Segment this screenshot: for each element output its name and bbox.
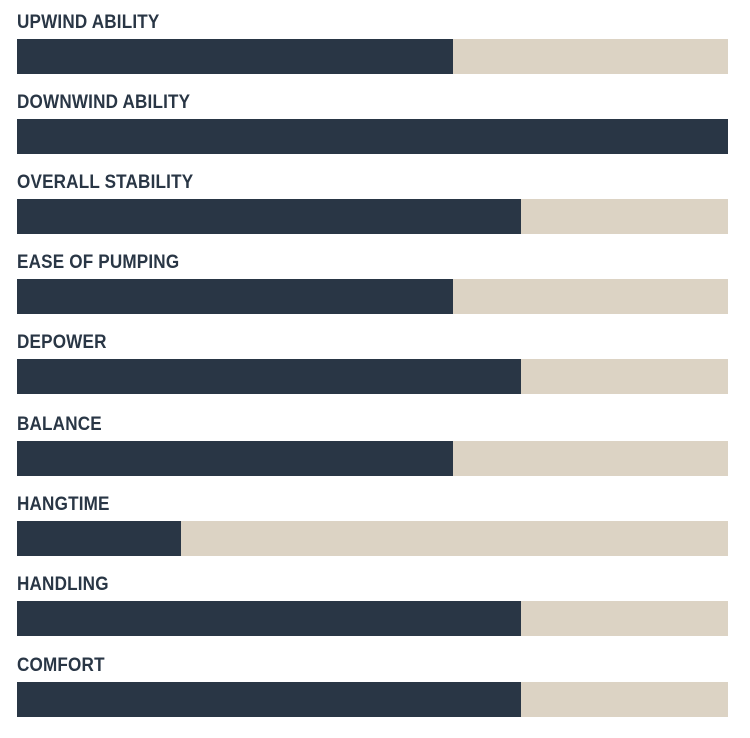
- rating-bar: [17, 682, 521, 717]
- rating-bar: [17, 279, 453, 314]
- rating-label: HANDLING: [17, 574, 109, 595]
- rating-label: DOWNWIND ABILITY: [17, 92, 191, 113]
- rating-label: HANGTIME: [17, 494, 110, 515]
- rating-label: COMFORT: [17, 655, 105, 676]
- rating-track: [17, 682, 728, 717]
- rating-label: BALANCE: [17, 414, 102, 435]
- rating-track: [17, 119, 728, 154]
- rating-track: [17, 441, 728, 476]
- rating-label: UPWIND ABILITY: [17, 12, 160, 33]
- rating-bar: [17, 441, 453, 476]
- rating-track: [17, 521, 728, 556]
- rating-bar: [17, 359, 521, 394]
- rating-bar: [17, 119, 728, 154]
- rating-bar: [17, 39, 453, 74]
- rating-label: DEPOWER: [17, 332, 107, 353]
- rating-label: EASE OF PUMPING: [17, 252, 180, 273]
- rating-track: [17, 601, 728, 636]
- rating-track: [17, 199, 728, 234]
- rating-label: OVERALL STABILITY: [17, 172, 194, 193]
- rating-track: [17, 39, 728, 74]
- rating-bar: [17, 199, 521, 234]
- rating-track: [17, 279, 728, 314]
- rating-track: [17, 359, 728, 394]
- rating-bar: [17, 601, 521, 636]
- rating-bar: [17, 521, 181, 556]
